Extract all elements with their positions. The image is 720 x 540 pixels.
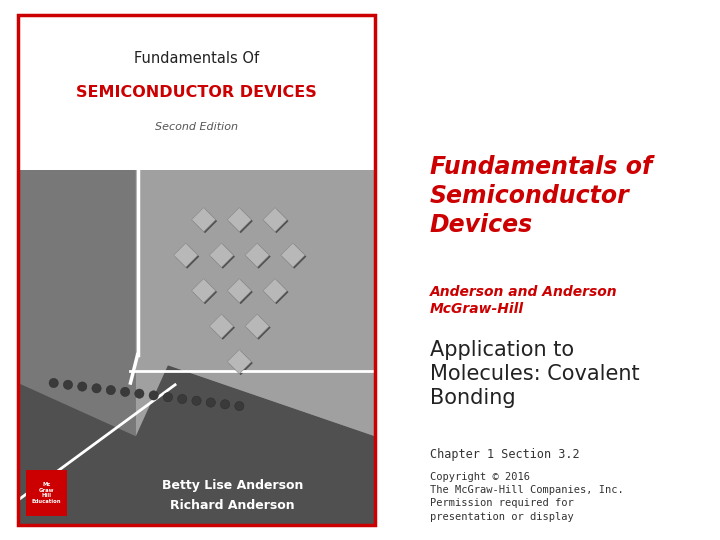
Bar [192, 207, 216, 232]
Circle shape [63, 380, 73, 389]
Text: Second Edition: Second Edition [155, 122, 238, 132]
Circle shape [106, 386, 115, 395]
Bar [246, 245, 271, 269]
Circle shape [92, 384, 102, 393]
Bar [245, 243, 269, 267]
Bar [211, 315, 235, 340]
Bar [228, 209, 253, 233]
Circle shape [235, 401, 244, 411]
Circle shape [163, 393, 173, 402]
Text: Application to
Molecules: Covalent
Bonding: Application to Molecules: Covalent Bondi… [430, 340, 639, 408]
Bar [210, 314, 233, 339]
Text: Betty Lise Anderson: Betty Lise Anderson [161, 480, 303, 492]
Bar [211, 245, 235, 269]
Circle shape [206, 398, 215, 407]
Polygon shape [136, 170, 375, 436]
Text: SEMICONDUCTOR DEVICES: SEMICONDUCTOR DEVICES [76, 85, 317, 100]
Circle shape [192, 396, 201, 406]
Circle shape [120, 387, 130, 396]
Bar [193, 280, 217, 304]
Bar [228, 279, 251, 303]
Bar [246, 315, 271, 340]
Bar [228, 207, 251, 232]
Text: Copyright © 2016
The McGraw-Hill Companies, Inc.
Permission required for
present: Copyright © 2016 The McGraw-Hill Compani… [430, 472, 624, 522]
Bar [193, 209, 217, 233]
Bar [245, 314, 269, 339]
Bar [228, 349, 251, 374]
Bar [18, 170, 375, 525]
Bar [263, 207, 287, 232]
Bar [18, 15, 375, 170]
Bar [263, 279, 287, 303]
Text: Fundamentals of
Semiconductor
Devices: Fundamentals of Semiconductor Devices [430, 155, 652, 237]
Circle shape [149, 391, 158, 400]
Text: Richard Anderson: Richard Anderson [170, 499, 294, 512]
Text: Anderson and Anderson
McGraw-Hill: Anderson and Anderson McGraw-Hill [430, 285, 618, 316]
Polygon shape [18, 170, 136, 436]
Bar [174, 243, 198, 267]
Circle shape [78, 382, 87, 391]
Bar [26, 470, 67, 516]
Polygon shape [18, 365, 375, 525]
Bar [281, 243, 305, 267]
Circle shape [178, 394, 187, 403]
Bar [282, 245, 307, 269]
Text: Chapter 1 Section 3.2: Chapter 1 Section 3.2 [430, 448, 580, 461]
Bar [175, 245, 199, 269]
Text: Mc
Graw
Hill
Education: Mc Graw Hill Education [32, 482, 61, 504]
Bar [228, 351, 253, 375]
Bar [264, 280, 289, 304]
Bar [18, 15, 375, 525]
Bar [228, 280, 253, 304]
Text: Fundamentals Of: Fundamentals Of [134, 51, 259, 66]
Bar [264, 209, 289, 233]
Circle shape [135, 389, 144, 399]
Bar [192, 279, 216, 303]
Circle shape [220, 400, 230, 409]
Circle shape [49, 379, 58, 388]
Bar [210, 243, 233, 267]
